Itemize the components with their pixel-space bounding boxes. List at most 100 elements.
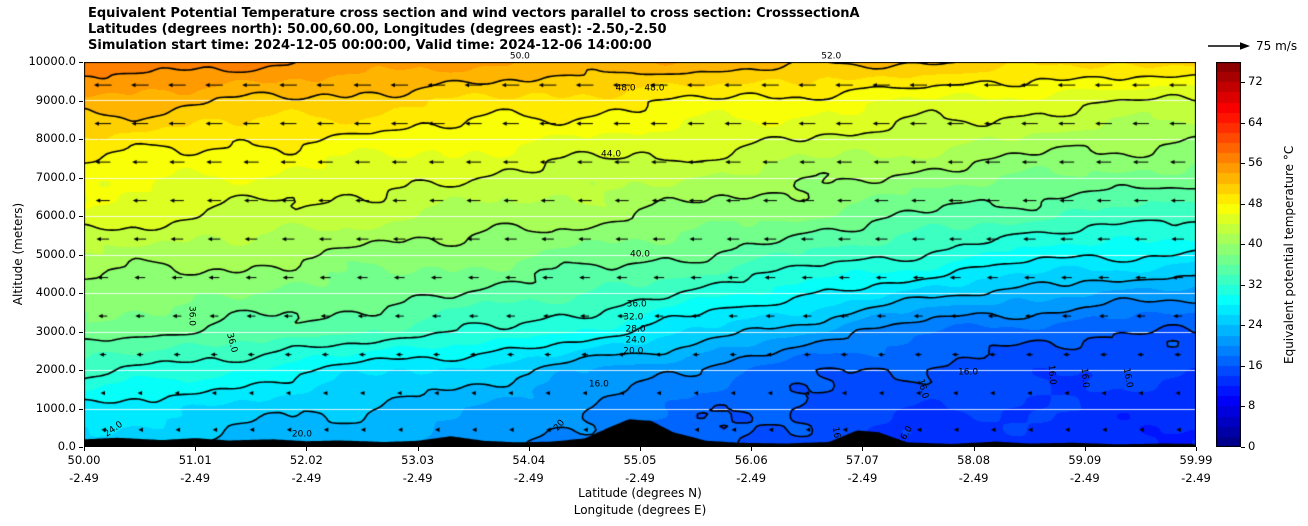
title-line-3: Simulation start time: 2024-12-05 00:00:… — [88, 38, 652, 53]
x-tick-mark — [1084, 447, 1086, 451]
colorbar-tick-mark — [1241, 203, 1245, 205]
x-tick-mark — [973, 447, 975, 451]
x-tick-label-latitude: 53.03 — [401, 453, 435, 467]
x-tick-mark — [862, 447, 864, 451]
colorbar-tick-mark — [1241, 163, 1245, 165]
contour-value-label: 48.0 — [644, 83, 665, 94]
cross-section-plot-canvas — [84, 62, 1196, 447]
y-tick-mark — [79, 331, 83, 333]
colorbar-tick-label: 40 — [1248, 236, 1263, 251]
x-tick-label-longitude: -2.49 — [625, 471, 655, 485]
title-line-1: Equivalent Potential Temperature cross s… — [88, 6, 860, 21]
contour-value-label: 16.0 — [1078, 367, 1091, 389]
x-axis-label-latitude: Latitude (degrees N) — [578, 486, 702, 500]
x-axis-label-longitude: Longitude (degrees E) — [573, 503, 707, 517]
y-tick-label: 8000.0 — [35, 131, 76, 145]
contour-value-label: 52.0 — [821, 51, 842, 62]
colorbar-tick-label: 32 — [1248, 276, 1263, 291]
y-tick-mark — [79, 177, 83, 179]
contour-value-label: 16.0 — [588, 379, 609, 390]
y-tick-label: 9000.0 — [35, 92, 76, 107]
y-tick-label: 2000.0 — [35, 362, 76, 376]
quiver-key-arrow-icon — [1208, 42, 1250, 50]
y-tick-mark — [79, 100, 83, 102]
x-tick-mark — [306, 447, 308, 451]
contour-value-label: 32.0 — [623, 312, 644, 323]
y-tick-label: 6000.0 — [35, 208, 76, 222]
x-tick-label-longitude: -2.49 — [1181, 471, 1211, 485]
title-block: Equivalent Potential Temperature cross s… — [88, 6, 860, 54]
contour-value-label: 36.0 — [626, 299, 647, 310]
x-tick-label-latitude: 56.06 — [734, 453, 768, 467]
x-tick-mark — [417, 447, 419, 451]
x-tick-label-longitude: -2.49 — [1069, 471, 1100, 485]
x-tick-mark — [84, 447, 85, 451]
colorbar-tick-label: 16 — [1248, 357, 1263, 372]
colorbar-canvas — [1216, 62, 1241, 447]
contour-value-label: 28.0 — [625, 324, 646, 335]
quiver-key-label: 75 m/s — [1256, 39, 1298, 53]
contour-value-label: 16.0 — [1120, 366, 1135, 389]
x-tick-label-longitude: -2.49 — [958, 471, 989, 485]
x-tick-label-latitude: 55.05 — [623, 453, 657, 467]
y-tick-mark — [79, 293, 83, 294]
y-tick-label: 3000.0 — [35, 323, 76, 338]
x-tick-mark — [1196, 447, 1197, 451]
x-tick-label-latitude: 59.99 — [1179, 453, 1213, 467]
contour-value-label: 40.0 — [629, 249, 651, 259]
x-tick-mark — [195, 447, 197, 451]
colorbar-tick-label: 72 — [1248, 74, 1263, 89]
colorbar-tick-mark — [1241, 122, 1245, 124]
x-tick-label-longitude: -2.49 — [180, 471, 211, 485]
y-tick-label: 5000.0 — [35, 246, 76, 261]
contour-value-label: 20.0 — [291, 429, 312, 440]
contour-value-label: 44.0 — [601, 149, 622, 160]
x-tick-mark — [528, 447, 530, 451]
colorbar-label: Equivalent potential temperature °C — [1282, 145, 1296, 364]
y-tick-label: 1000.0 — [35, 400, 76, 415]
colorbar-tick-mark — [1241, 365, 1245, 367]
contour-value-label: 48.0 — [615, 83, 636, 94]
x-tick-mark — [751, 447, 753, 451]
contour-value-label: 16.0 — [958, 367, 979, 378]
y-tick-mark — [79, 216, 83, 217]
quiver-key: 75 m/s — [1206, 39, 1297, 53]
contour-value-label: 20.0 — [623, 346, 644, 357]
colorbar-tick-label: 64 — [1248, 114, 1263, 129]
colorbar-tick-label: 0 — [1248, 439, 1256, 453]
x-tick-label-longitude: -2.49 — [291, 471, 322, 485]
x-tick-label-longitude: -2.49 — [402, 471, 433, 485]
contour-value-label: 36.0 — [186, 306, 197, 327]
title-line-2: Latitudes (degrees north): 50.00,60.00, … — [88, 22, 667, 37]
x-tick-label-longitude: -2.49 — [69, 471, 99, 485]
contour-value-label: 50.0 — [509, 51, 530, 62]
y-tick-mark — [79, 447, 83, 448]
x-tick-mark — [640, 447, 641, 451]
y-tick-mark — [79, 254, 83, 256]
colorbar-tick-mark — [1241, 406, 1245, 408]
colorbar-tick-label: 24 — [1248, 317, 1263, 332]
contour-value-label: 16.0 — [1046, 364, 1058, 385]
y-tick-mark — [79, 139, 83, 140]
y-tick-mark — [79, 408, 83, 410]
x-tick-label-latitude: 52.02 — [289, 453, 323, 467]
colorbar-tick-label: 56 — [1248, 155, 1263, 170]
y-tick-label: 4000.0 — [35, 285, 76, 299]
y-tick-label: 10000.0 — [28, 54, 76, 68]
colorbar-tick-mark — [1241, 447, 1245, 448]
x-tick-label-latitude: 58.08 — [957, 453, 991, 467]
y-tick-label: 0.0 — [57, 439, 76, 453]
x-tick-label-latitude: 54.04 — [512, 453, 546, 467]
y-tick-mark — [79, 62, 83, 63]
colorbar-tick-label: 48 — [1248, 195, 1263, 210]
colorbar-tick-mark — [1241, 244, 1245, 246]
x-tick-label-latitude: 59.09 — [1068, 453, 1102, 467]
y-tick-mark — [79, 370, 83, 371]
x-tick-label-latitude: 51.01 — [178, 453, 212, 467]
x-tick-label-latitude: 50.00 — [67, 453, 101, 467]
colorbar-tick-mark — [1241, 284, 1245, 286]
x-tick-label-latitude: 57.07 — [845, 453, 879, 467]
x-tick-label-longitude: -2.49 — [736, 471, 767, 485]
contour-value-label: 24.0 — [625, 335, 646, 346]
